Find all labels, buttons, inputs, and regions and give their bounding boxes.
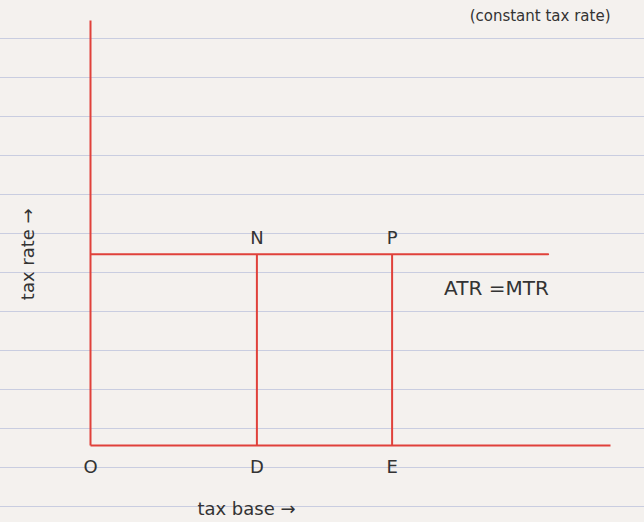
svg-text:tax base →: tax base → xyxy=(197,498,295,519)
svg-text:E: E xyxy=(386,456,397,477)
svg-text:tax rate →: tax rate → xyxy=(17,208,38,300)
svg-text:P: P xyxy=(387,227,398,248)
svg-text:O: O xyxy=(83,456,97,477)
svg-text:N: N xyxy=(250,227,263,248)
svg-text:D: D xyxy=(250,456,264,477)
svg-text:ATR =MTR: ATR =MTR xyxy=(444,276,549,300)
svg-text:(constant tax rate): (constant tax rate) xyxy=(470,7,611,25)
